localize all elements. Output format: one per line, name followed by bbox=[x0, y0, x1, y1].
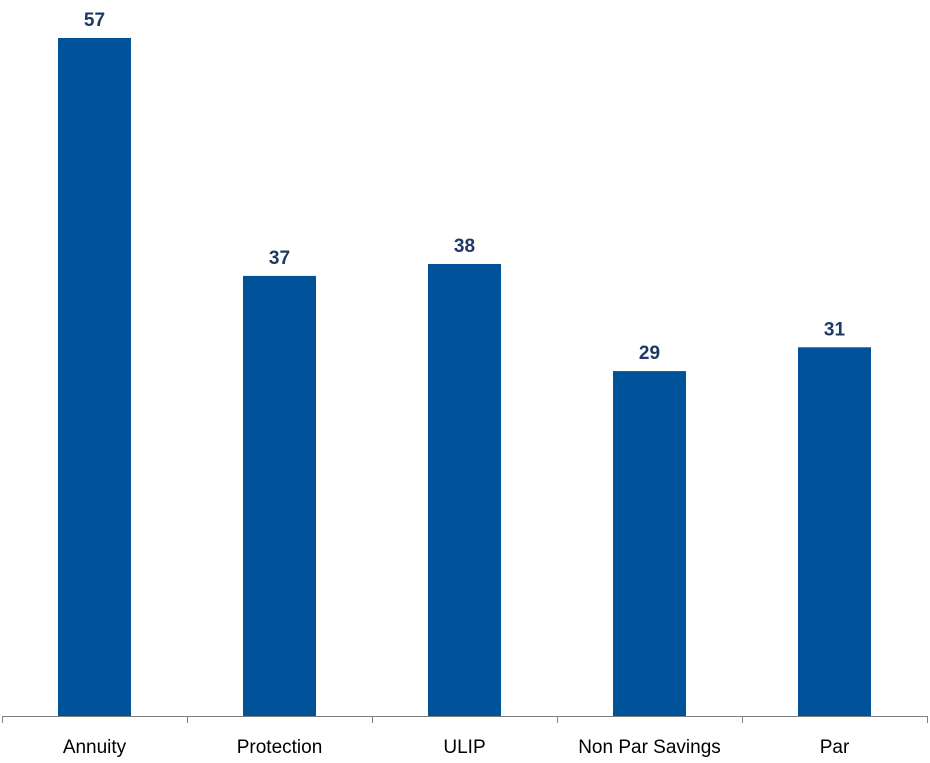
bar-protection bbox=[243, 275, 316, 716]
data-label: 38 bbox=[454, 236, 475, 257]
data-label: 57 bbox=[84, 10, 105, 31]
data-labels-group: 57 37 38 29 31 bbox=[84, 10, 846, 364]
bar-non-par-savings bbox=[613, 371, 686, 716]
data-label: 29 bbox=[639, 343, 660, 364]
x-axis bbox=[2, 716, 928, 723]
bar-annuity bbox=[58, 38, 131, 716]
x-tick-label: Non Par Savings bbox=[578, 737, 721, 758]
x-tick-label: Par bbox=[820, 737, 850, 758]
bars-group bbox=[58, 38, 871, 716]
data-label: 31 bbox=[824, 319, 846, 340]
x-tick-labels: Annuity Protection ULIP Non Par Savings Par bbox=[63, 737, 850, 758]
data-label: 37 bbox=[269, 248, 290, 269]
x-tick-label: Protection bbox=[237, 737, 323, 758]
bar-par bbox=[798, 347, 871, 716]
bar-ulip bbox=[428, 264, 501, 716]
x-tick-label: ULIP bbox=[443, 737, 485, 758]
x-tick-label: Annuity bbox=[63, 737, 127, 758]
